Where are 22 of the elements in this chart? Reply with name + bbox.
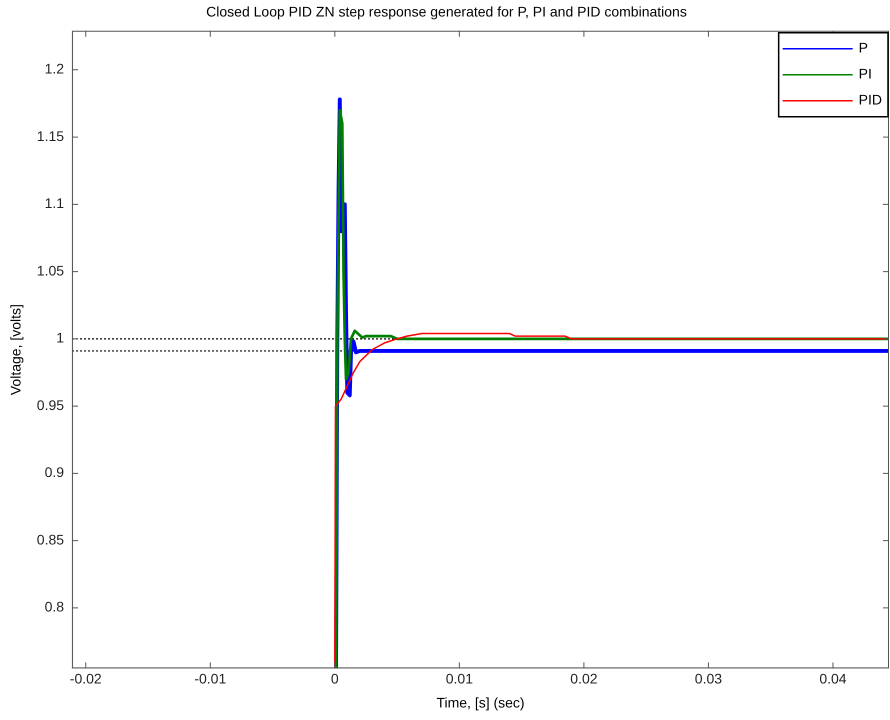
legend-label: PID xyxy=(858,92,882,108)
x-tick-label: 0.03 xyxy=(694,670,722,687)
x-tick-label: 0 xyxy=(330,670,339,687)
x-axis-title: Time, [s] (sec) xyxy=(436,694,525,710)
y-tick-label: 1.05 xyxy=(36,262,64,278)
y-tick-label: 0.8 xyxy=(44,598,64,615)
legend-label: P xyxy=(858,40,868,56)
x-tick-label: 0.04 xyxy=(819,670,847,687)
x-tick-label: -0.02 xyxy=(70,670,102,687)
y-tick-label: 1.2 xyxy=(44,60,64,77)
x-tick-label: -0.01 xyxy=(194,670,226,687)
x-tick-label: 0.01 xyxy=(446,670,474,687)
y-tick-label: 1.1 xyxy=(44,195,64,212)
y-tick-label: 0.9 xyxy=(44,464,64,480)
chart-title: Closed Loop PID ZN step response generated for P, PI and PID combinations xyxy=(206,3,687,20)
y-tick-label: 1.15 xyxy=(36,128,64,144)
y-axis-title: Voltage, [volts] xyxy=(7,304,24,396)
x-tick-label: 0.02 xyxy=(570,670,598,687)
y-tick-label: 0.85 xyxy=(36,531,64,548)
y-tick-label: 1 xyxy=(56,330,64,346)
y-tick-label: 0.95 xyxy=(36,396,64,413)
legend-label: PI xyxy=(858,66,872,82)
